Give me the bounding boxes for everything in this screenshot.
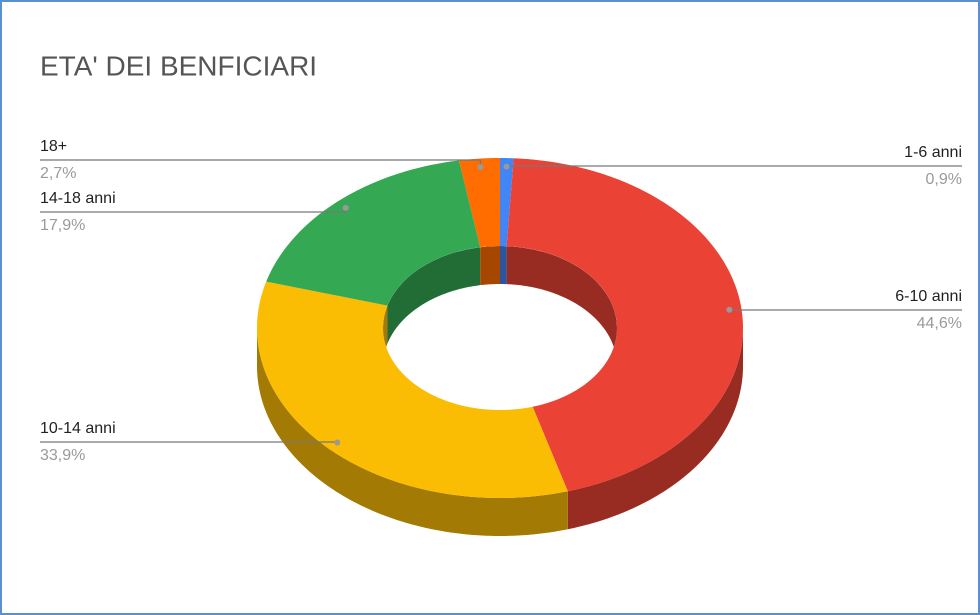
slice-label: 18+ [40, 138, 67, 155]
slice-inner-wall [506, 246, 617, 366]
slice-inner-wall [500, 246, 507, 285]
leader-dot [334, 439, 341, 446]
slice [458, 158, 500, 248]
slice-value-label: 17,9% [40, 217, 85, 234]
slice-label: 6-10 anni [895, 288, 962, 305]
slice [266, 160, 481, 306]
slice-value-label: 33,9% [40, 447, 85, 464]
inner-walls [383, 246, 617, 366]
slice-label: 1-6 anni [904, 144, 962, 161]
slice-value-label: 44,6% [917, 315, 962, 332]
slice-value-label: 2,7% [40, 165, 76, 182]
slice-inner-wall [480, 246, 500, 286]
leader-dot [477, 164, 484, 171]
leader-dot [726, 306, 733, 313]
slice-label: 14-18 anni [40, 190, 116, 207]
slice-value-label: 0,9% [926, 171, 962, 188]
slice-wall [567, 328, 743, 530]
leader-line [40, 441, 338, 443]
slice [500, 158, 514, 247]
slice [506, 158, 743, 492]
chart-title: ETA' DEI BENFICIARI [40, 50, 317, 81]
slice-wall [257, 328, 568, 536]
slice-label: 10-14 anni [40, 420, 116, 437]
leader-dot [503, 163, 510, 170]
slice-inner-wall [387, 247, 481, 344]
leader-line [505, 165, 962, 167]
leader-dot [342, 204, 349, 211]
